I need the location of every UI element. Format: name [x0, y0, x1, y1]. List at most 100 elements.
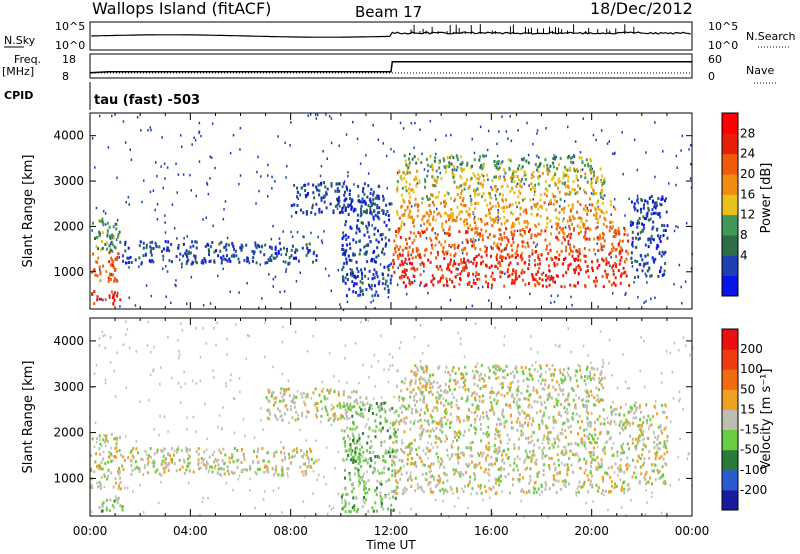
power-cell	[565, 168, 567, 172]
power-cell	[308, 242, 311, 246]
velocity-noise-point	[330, 423, 333, 427]
power-cell	[167, 240, 170, 244]
power-cell	[496, 266, 499, 270]
power-cell	[473, 188, 476, 192]
power-cell	[187, 251, 190, 255]
power-cell	[307, 182, 310, 186]
velocity-cell	[497, 417, 499, 421]
velocity-cell	[588, 440, 591, 444]
velocity-noise-point	[359, 443, 361, 446]
velocity-cell	[477, 452, 479, 456]
velocity-noise-point	[118, 473, 120, 476]
velocity-cell	[623, 451, 626, 454]
velocity-cell	[535, 458, 538, 462]
power-cell	[579, 266, 582, 270]
power-noise-point	[567, 242, 569, 246]
power-cell	[435, 256, 438, 260]
velocity-cell	[534, 487, 537, 491]
velocity-cell	[454, 470, 457, 474]
velocity-cell	[353, 389, 355, 393]
velocity-noise-point	[294, 330, 297, 334]
power-cell	[577, 264, 580, 268]
velocity-cell	[479, 486, 482, 490]
velocity-cell	[531, 430, 534, 434]
power-cell	[545, 247, 548, 251]
power-noise-point	[509, 296, 511, 299]
velocity-cell	[542, 413, 545, 417]
power-cell	[438, 161, 441, 165]
power-noise-point	[644, 272, 647, 276]
velocity-cell	[303, 452, 305, 456]
velocity-cell	[500, 422, 503, 426]
power-cell	[611, 242, 614, 246]
power-cell	[510, 176, 512, 180]
power-noise-point	[173, 227, 176, 230]
velocity-noise-point	[678, 390, 681, 394]
velocity-cell	[358, 438, 361, 442]
velocity-cell	[211, 470, 214, 474]
velocity-cell	[406, 478, 409, 482]
power-noise-point	[613, 152, 616, 155]
power-cell	[138, 244, 141, 248]
velocity-cell	[342, 437, 345, 441]
velocity-cell	[497, 479, 500, 483]
power-noise-point	[285, 268, 288, 271]
power-cell	[481, 195, 484, 199]
velocity-noise-point	[672, 397, 675, 400]
power-cell	[115, 227, 118, 231]
power-cell	[428, 197, 431, 201]
velocity-cell	[105, 508, 108, 512]
velocity-cell	[614, 482, 617, 486]
power-cell	[373, 232, 376, 236]
velocity-noise-point	[341, 498, 343, 502]
velocity-cell	[469, 441, 472, 445]
velocity-cell	[541, 490, 544, 494]
velocity-noise-point	[577, 364, 579, 367]
power-noise-point	[597, 225, 599, 229]
power-cell	[96, 295, 99, 299]
power-cell	[578, 249, 581, 253]
velocity-cell	[281, 465, 284, 469]
power-cell	[415, 249, 418, 253]
power-cell	[442, 157, 445, 161]
velocity-cell	[176, 448, 179, 451]
power-cell	[332, 209, 335, 213]
velocity-cell	[621, 451, 624, 455]
velocity-cell	[625, 467, 628, 471]
velocity-noise-point	[401, 439, 403, 442]
velocity-noise-point	[364, 457, 367, 460]
velocity-cell	[457, 470, 460, 474]
power-cell	[352, 209, 355, 213]
power-cell	[362, 187, 365, 191]
power-cell	[367, 184, 370, 188]
velocity-cell	[121, 505, 124, 509]
velocity-noise-point	[512, 370, 514, 374]
velocity-cell	[364, 458, 367, 462]
velocity-cell	[105, 498, 108, 502]
power-cell	[288, 256, 291, 260]
velocity-cell	[513, 461, 516, 465]
power-noise-point	[367, 172, 370, 175]
power-cell	[553, 261, 556, 265]
power-noise-point	[529, 292, 531, 296]
velocity-cell	[423, 419, 426, 422]
velocity-cell	[423, 411, 426, 415]
power-cell	[471, 164, 474, 168]
velocity-cell	[541, 451, 544, 455]
power-cell	[448, 268, 451, 272]
velocity-cell	[620, 451, 622, 455]
velocity-noise-point	[391, 356, 394, 359]
power-noise-point	[505, 130, 508, 133]
power-cell	[626, 233, 629, 237]
power-noise-point	[624, 293, 626, 296]
power-cell	[264, 243, 267, 247]
velocity-cell	[393, 461, 396, 465]
velocity-cell	[387, 467, 390, 471]
velocity-cell	[378, 471, 381, 475]
velocity-noise-point	[104, 381, 107, 385]
velocity-cell	[410, 456, 413, 460]
velocity-noise-point	[187, 481, 190, 485]
power-cell	[622, 266, 625, 270]
velocity-cell	[489, 408, 492, 412]
